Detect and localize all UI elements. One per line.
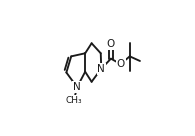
Text: O: O: [116, 59, 125, 69]
Text: O: O: [107, 39, 115, 49]
Text: CH₃: CH₃: [66, 96, 82, 105]
Text: N: N: [98, 64, 105, 74]
Text: N: N: [73, 82, 81, 92]
